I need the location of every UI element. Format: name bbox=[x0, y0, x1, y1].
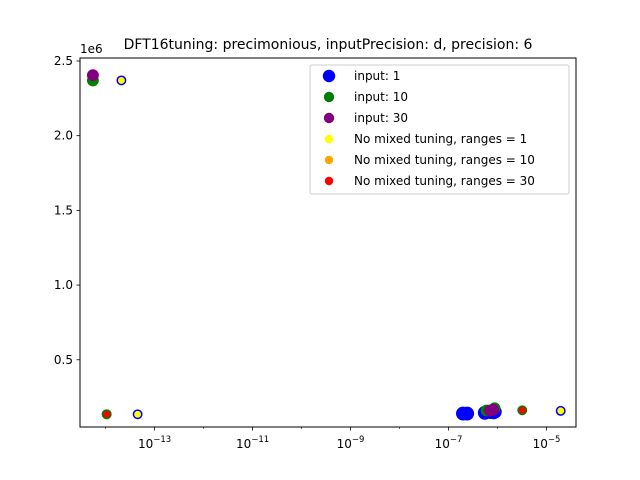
x-tick-label-exponent: −9 bbox=[352, 435, 365, 445]
x-tick-label-exponent: −5 bbox=[548, 435, 561, 445]
data-point bbox=[116, 75, 127, 86]
data-point bbox=[132, 409, 143, 420]
x-tick-label: 10−7 bbox=[435, 435, 463, 451]
x-tick-label: 10−11 bbox=[236, 435, 269, 451]
x-tick-label-base: 10 bbox=[533, 437, 548, 451]
legend-label: input: 1 bbox=[354, 69, 400, 83]
x-tick-label-exponent: −7 bbox=[450, 435, 463, 445]
legend-marker bbox=[323, 112, 335, 124]
data-marks bbox=[86, 69, 566, 421]
data-point bbox=[86, 69, 99, 82]
series-3 bbox=[86, 69, 500, 417]
chart-title: DFT16tuning: precimonious, inputPrecisio… bbox=[124, 37, 533, 53]
legend-label: No mixed tuning, ranges = 30 bbox=[354, 174, 535, 188]
axis-ticks: 10−13 10−11 10−9 10−7 10−50.51.01.52.02.5 bbox=[54, 54, 561, 451]
legend-box bbox=[309, 64, 570, 195]
data-point bbox=[101, 409, 112, 420]
data-point bbox=[460, 406, 475, 421]
data-point bbox=[487, 403, 500, 416]
x-tick-label-base: 10 bbox=[337, 437, 352, 451]
data-point bbox=[517, 405, 528, 416]
legend-marker bbox=[324, 176, 334, 186]
legend-label: No mixed tuning, ranges = 10 bbox=[354, 153, 535, 167]
x-tick-label: 10−5 bbox=[533, 435, 561, 451]
x-tick-label-base: 10 bbox=[236, 437, 251, 451]
legend-label: input: 10 bbox=[354, 90, 408, 104]
x-tick-label-base: 10 bbox=[138, 437, 153, 451]
plot-frame bbox=[79, 57, 577, 428]
x-tick-label-exponent: −11 bbox=[251, 435, 269, 445]
legend-marker bbox=[324, 134, 334, 144]
x-tick-label: 10−13 bbox=[138, 435, 171, 451]
y-offset-label: 1e6 bbox=[80, 42, 103, 56]
x-tick-label: 10−9 bbox=[337, 435, 365, 451]
legend: input: 1 input: 10 input: 30 No mixed tunin… bbox=[309, 64, 570, 195]
legend-marker bbox=[324, 155, 334, 165]
y-tick-label: 1.0 bbox=[54, 278, 73, 292]
x-tick-label-base: 10 bbox=[435, 437, 450, 451]
legend-label: input: 30 bbox=[354, 111, 408, 125]
series-6 bbox=[101, 405, 528, 420]
legend-marker bbox=[323, 91, 335, 103]
legend-marker bbox=[322, 69, 336, 83]
y-tick-label: 1.5 bbox=[54, 203, 73, 217]
legend-label: No mixed tuning, ranges = 1 bbox=[354, 132, 527, 146]
y-tick-label: 2.0 bbox=[54, 129, 73, 143]
data-point bbox=[555, 405, 566, 416]
y-tick-label: 2.5 bbox=[54, 54, 73, 68]
series-4 bbox=[116, 75, 566, 420]
x-tick-label-exponent: −13 bbox=[153, 435, 171, 445]
y-tick-label: 0.5 bbox=[54, 353, 73, 367]
